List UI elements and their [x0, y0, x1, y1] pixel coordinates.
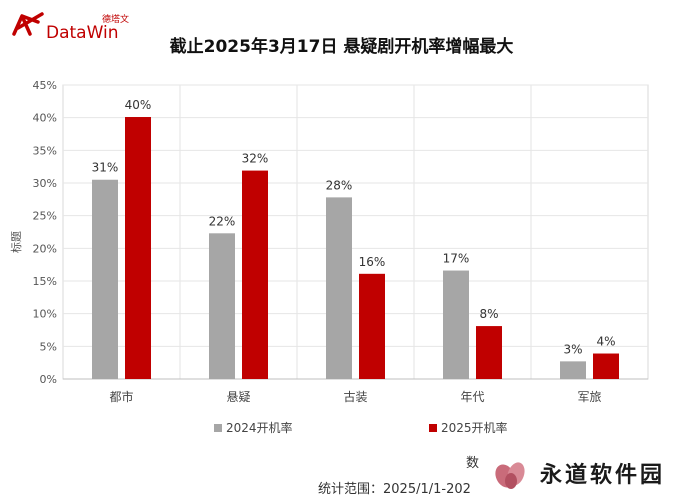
y-tick-label: 5% — [40, 340, 57, 353]
legend-swatch-2025 — [429, 424, 437, 432]
x-tick-label: 都市 — [109, 389, 133, 404]
bar-2025 — [593, 353, 619, 379]
x-tick-label: 悬疑 — [226, 389, 250, 404]
data-label: 28% — [326, 178, 353, 192]
bar-2024 — [92, 179, 118, 379]
legend-swatch-2024 — [214, 424, 222, 432]
y-tick-label: 25% — [33, 210, 57, 223]
y-tick-label: 10% — [33, 308, 57, 321]
x-tick-label: 军旅 — [577, 390, 601, 404]
legend-item-2024: 2024开机率 — [214, 419, 293, 436]
legend-label-2024: 2024开机率 — [226, 421, 293, 435]
data-label: 31% — [92, 161, 119, 175]
data-label: 40% — [125, 98, 152, 112]
bar-2025 — [242, 170, 268, 379]
x-tick-label: 年代 — [460, 390, 484, 404]
logo-cn-text: 德塔文 — [102, 13, 129, 25]
logo-en-text: DataWin — [46, 23, 119, 43]
y-tick-label: 35% — [33, 144, 57, 157]
data-label: 16% — [359, 255, 386, 269]
statistics-range: 统计范围：2025/1/1-202 — [318, 482, 471, 497]
bar-2024 — [443, 270, 469, 379]
datawin-logo-mark: 德塔文 DataWin — [12, 12, 129, 43]
y-tick-label: 30% — [33, 177, 57, 190]
bar-2025 — [476, 326, 502, 379]
bar-2024 — [560, 361, 586, 379]
watermark-text: 永道软件园 — [540, 462, 666, 488]
watermark: 永道软件园 — [484, 446, 683, 500]
data-label: 22% — [209, 214, 236, 228]
legend-item-2025: 2025开机率 — [429, 419, 508, 436]
data-label: 17% — [443, 252, 470, 266]
data-label: 32% — [242, 152, 269, 166]
x-tick-label: 古装 — [343, 389, 367, 404]
y-tick-label: 45% — [33, 79, 57, 92]
legend-label-2025: 2025开机率 — [441, 421, 508, 435]
bar-2024 — [326, 197, 352, 379]
data-source-label: 数 — [466, 456, 480, 471]
data-label: 8% — [479, 307, 498, 321]
bar-2024 — [209, 233, 235, 379]
watermark-flower-icon — [495, 462, 525, 489]
y-tick-label: 20% — [33, 242, 57, 255]
chart-title: 截止2025年3月17日 悬疑剧开机率增幅最大 — [169, 37, 514, 57]
datawin-logo: 德塔文 DataWin — [8, 8, 168, 48]
y-tick-label: 15% — [33, 275, 57, 288]
y-axis-title: 标题 — [9, 231, 23, 253]
data-label: 3% — [563, 342, 582, 356]
y-tick-label: 0% — [40, 373, 57, 386]
y-tick-label: 40% — [33, 112, 57, 125]
data-label: 4% — [596, 335, 615, 349]
bar-2025 — [359, 273, 385, 379]
bar-2025 — [125, 117, 151, 379]
